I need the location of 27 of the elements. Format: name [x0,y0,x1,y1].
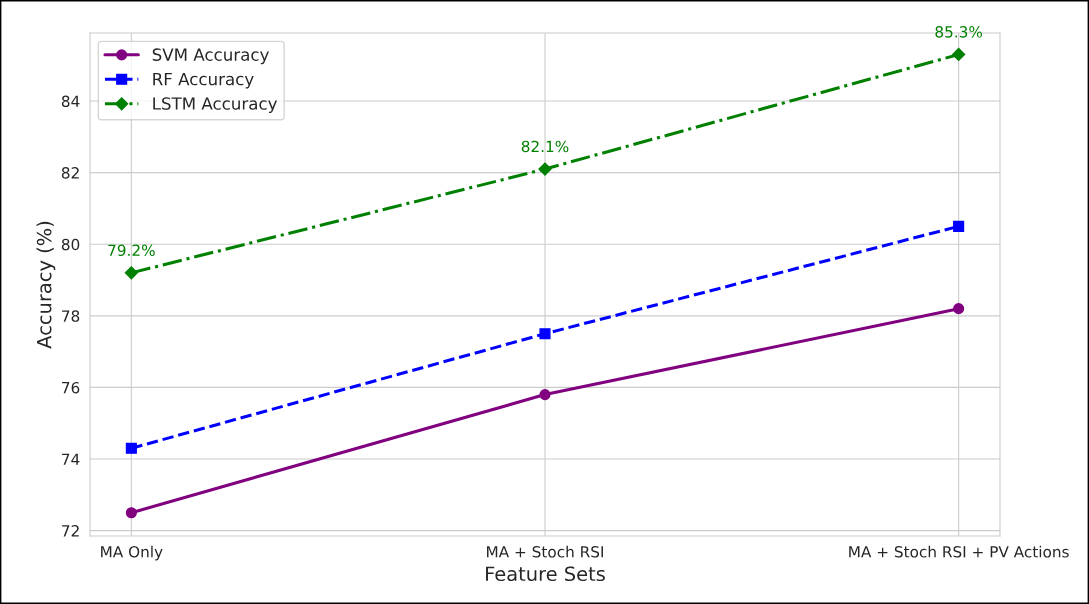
legend-label: SVM Accuracy [152,48,269,65]
legend-label: LSTM Accuracy [153,97,277,114]
x-tick-label: MA Only [101,545,163,561]
point [539,328,551,340]
point [538,162,552,176]
point [125,442,137,454]
x-axis-title: Feature Sets [486,566,605,582]
y-tick-label: 78 [62,310,80,322]
data-label: 82.1% [521,140,569,153]
point [952,47,966,62]
data-label: 85.3% [935,26,983,38]
y-axis-title: Accuracy (%) [36,221,56,349]
y-tick-label: 80 [61,238,80,251]
legend-label: RF Accuracy [153,72,254,89]
point [125,507,137,519]
point [539,389,551,401]
x-tick-label: MA + Stoch RSI [487,545,603,558]
y-tick-label: 82 [61,167,79,179]
y-tick-label: 74 [62,453,80,465]
point [953,220,965,232]
data-label: 79.2% [108,244,155,257]
y-tick-label: 84 [61,95,80,108]
y-tick-label: 76 [62,381,80,394]
x-tick-label: MA + Stoch RSI + PV Actions [849,545,1069,558]
point [953,303,965,315]
point [124,266,138,280]
y-tick-label: 72 [62,525,79,537]
